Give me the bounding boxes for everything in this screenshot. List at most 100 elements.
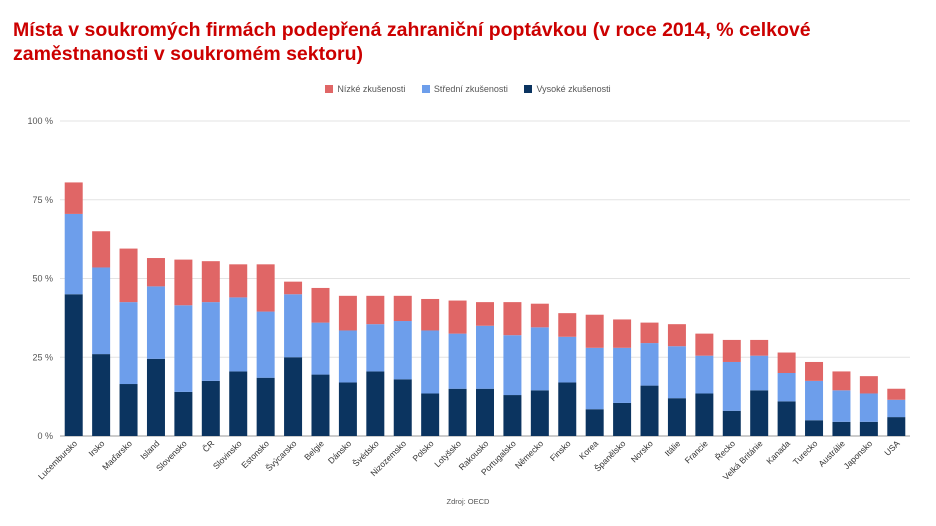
bar-segment[interactable]	[229, 297, 248, 372]
bar-segment[interactable]	[777, 352, 796, 373]
bar-segment[interactable]	[640, 343, 659, 386]
bar-segment[interactable]	[613, 347, 632, 403]
bar-segment[interactable]	[119, 302, 138, 385]
bar-segment[interactable]	[558, 336, 577, 383]
bar-segment[interactable]	[201, 302, 220, 381]
bar-segment[interactable]	[92, 267, 111, 355]
bar-segment[interactable]	[667, 398, 686, 436]
bar-segment[interactable]	[503, 335, 522, 396]
bar-segment[interactable]	[311, 322, 330, 375]
bar-segment[interactable]	[174, 259, 193, 306]
bar-segment[interactable]	[393, 321, 412, 380]
bar-segment[interactable]	[448, 333, 467, 389]
bar-segment[interactable]	[722, 361, 741, 411]
bar-segment[interactable]	[64, 294, 83, 436]
bar-segment[interactable]	[174, 391, 193, 436]
bar-segment[interactable]	[366, 371, 385, 436]
bar-segment[interactable]	[146, 286, 165, 359]
bar-segment[interactable]	[256, 311, 275, 378]
bar-segment[interactable]	[777, 373, 796, 402]
bar-segment[interactable]	[201, 380, 220, 436]
bar-segment[interactable]	[476, 325, 494, 389]
bar-segment[interactable]	[338, 295, 357, 331]
bar-segment[interactable]	[695, 355, 714, 394]
bar-segment[interactable]	[722, 410, 741, 436]
bar-segment[interactable]	[503, 395, 522, 436]
bar-segment[interactable]	[887, 388, 906, 400]
bar-segment[interactable]	[585, 314, 604, 348]
bar-segment[interactable]	[421, 330, 440, 394]
bar-segment[interactable]	[777, 401, 796, 436]
bar-segment[interactable]	[393, 379, 412, 436]
bar-segment[interactable]	[476, 388, 494, 436]
bar-segment[interactable]	[421, 298, 440, 331]
bar-segment[interactable]	[585, 409, 604, 436]
bar-segment[interactable]	[832, 371, 851, 391]
bar-segment[interactable]	[859, 421, 878, 436]
bar-segment[interactable]	[448, 300, 467, 334]
bar-segment[interactable]	[832, 421, 851, 436]
bar-segment[interactable]	[805, 361, 824, 381]
bar-segment[interactable]	[887, 399, 906, 418]
bar-segment[interactable]	[667, 346, 686, 399]
bar-segment[interactable]	[92, 354, 111, 436]
bar-segment[interactable]	[92, 231, 111, 268]
bar-segment[interactable]	[256, 264, 275, 312]
legend-item-low[interactable]: Nízké zkušenosti	[325, 84, 405, 94]
x-category-label: Itálie	[663, 438, 683, 458]
bar-segment[interactable]	[667, 324, 686, 347]
bar-segment[interactable]	[530, 303, 549, 328]
bar-segment[interactable]	[695, 393, 714, 436]
bar-segment[interactable]	[284, 294, 303, 358]
bar-segment[interactable]	[64, 213, 83, 295]
bar-segment[interactable]	[146, 258, 165, 287]
bar-segment[interactable]	[229, 371, 248, 436]
bar-segment[interactable]	[640, 322, 659, 344]
bars	[64, 182, 906, 436]
legend-item-mid[interactable]: Střední zkušenosti	[421, 84, 508, 94]
bar-segment[interactable]	[750, 355, 769, 391]
bar-segment[interactable]	[695, 333, 714, 356]
bar-segment[interactable]	[448, 388, 467, 436]
bar-segment[interactable]	[338, 382, 357, 436]
bar-segment[interactable]	[146, 358, 165, 436]
bar-segment[interactable]	[338, 330, 357, 383]
bar-segment[interactable]	[530, 390, 549, 436]
bar-segment[interactable]	[722, 339, 741, 362]
bar-segment[interactable]	[585, 347, 604, 410]
bar-segment[interactable]	[284, 281, 303, 295]
bar-segment[interactable]	[750, 390, 769, 436]
bar-segment[interactable]	[366, 324, 385, 372]
bar-segment[interactable]	[887, 417, 906, 436]
bar-segment[interactable]	[530, 327, 549, 391]
legend-label-low: Nízké zkušenosti	[337, 84, 406, 94]
bar-segment[interactable]	[311, 374, 330, 436]
bar-segment[interactable]	[613, 402, 632, 436]
bar-segment[interactable]	[229, 264, 248, 298]
bar-segment[interactable]	[859, 376, 878, 394]
bar-segment[interactable]	[119, 384, 138, 436]
legend-item-high[interactable]: Vysoké zkušenosti	[524, 84, 611, 94]
bar-segment[interactable]	[832, 390, 851, 422]
bar-segment[interactable]	[311, 287, 330, 323]
bar-segment[interactable]	[640, 385, 659, 436]
bar-segment[interactable]	[805, 420, 824, 436]
bar-segment[interactable]	[558, 382, 577, 436]
bar-segment[interactable]	[421, 393, 440, 436]
bar-segment[interactable]	[366, 295, 385, 325]
bar-segment[interactable]	[613, 319, 632, 348]
bar-segment[interactable]	[256, 377, 275, 436]
bar-segment[interactable]	[119, 248, 138, 303]
bar-segment[interactable]	[750, 339, 769, 356]
bar-segment[interactable]	[201, 261, 220, 303]
bar-segment[interactable]	[805, 380, 824, 421]
bar-segment[interactable]	[558, 313, 577, 337]
bar-segment[interactable]	[859, 393, 878, 422]
y-tick-label: 75 %	[32, 195, 53, 205]
bar-segment[interactable]	[284, 357, 303, 436]
bar-segment[interactable]	[393, 295, 412, 322]
bar-segment[interactable]	[64, 182, 83, 214]
bar-segment[interactable]	[476, 302, 494, 326]
bar-segment[interactable]	[174, 305, 193, 392]
bar-segment[interactable]	[503, 302, 522, 336]
